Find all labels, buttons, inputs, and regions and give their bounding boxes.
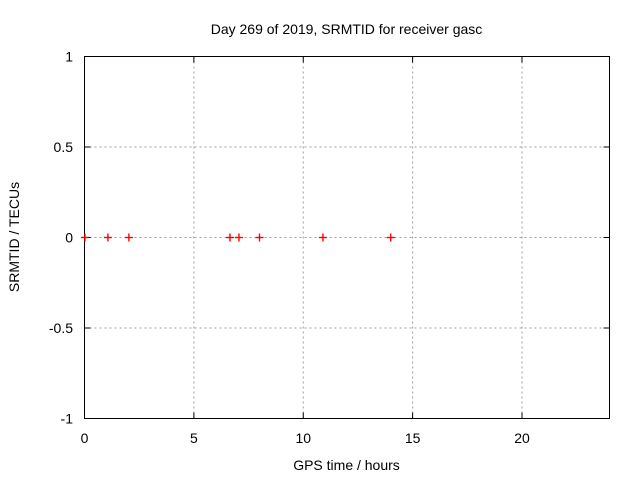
x-tick-label: 5 (190, 430, 198, 446)
y-tick-label: 1 (65, 49, 73, 65)
chart-title: Day 269 of 2019, SRMTID for receiver gas… (210, 21, 483, 37)
x-tick-label: 15 (405, 430, 421, 446)
x-tick-label: 0 (81, 430, 89, 446)
y-tick-label: 0 (65, 230, 73, 246)
x-tick-label: 20 (514, 430, 530, 446)
x-axis-label: GPS time / hours (293, 457, 400, 473)
y-tick-label: 0.5 (54, 139, 74, 155)
y-tick-label: -0.5 (49, 320, 73, 336)
x-tick-label: 10 (295, 430, 311, 446)
y-tick-label: -1 (61, 411, 74, 427)
